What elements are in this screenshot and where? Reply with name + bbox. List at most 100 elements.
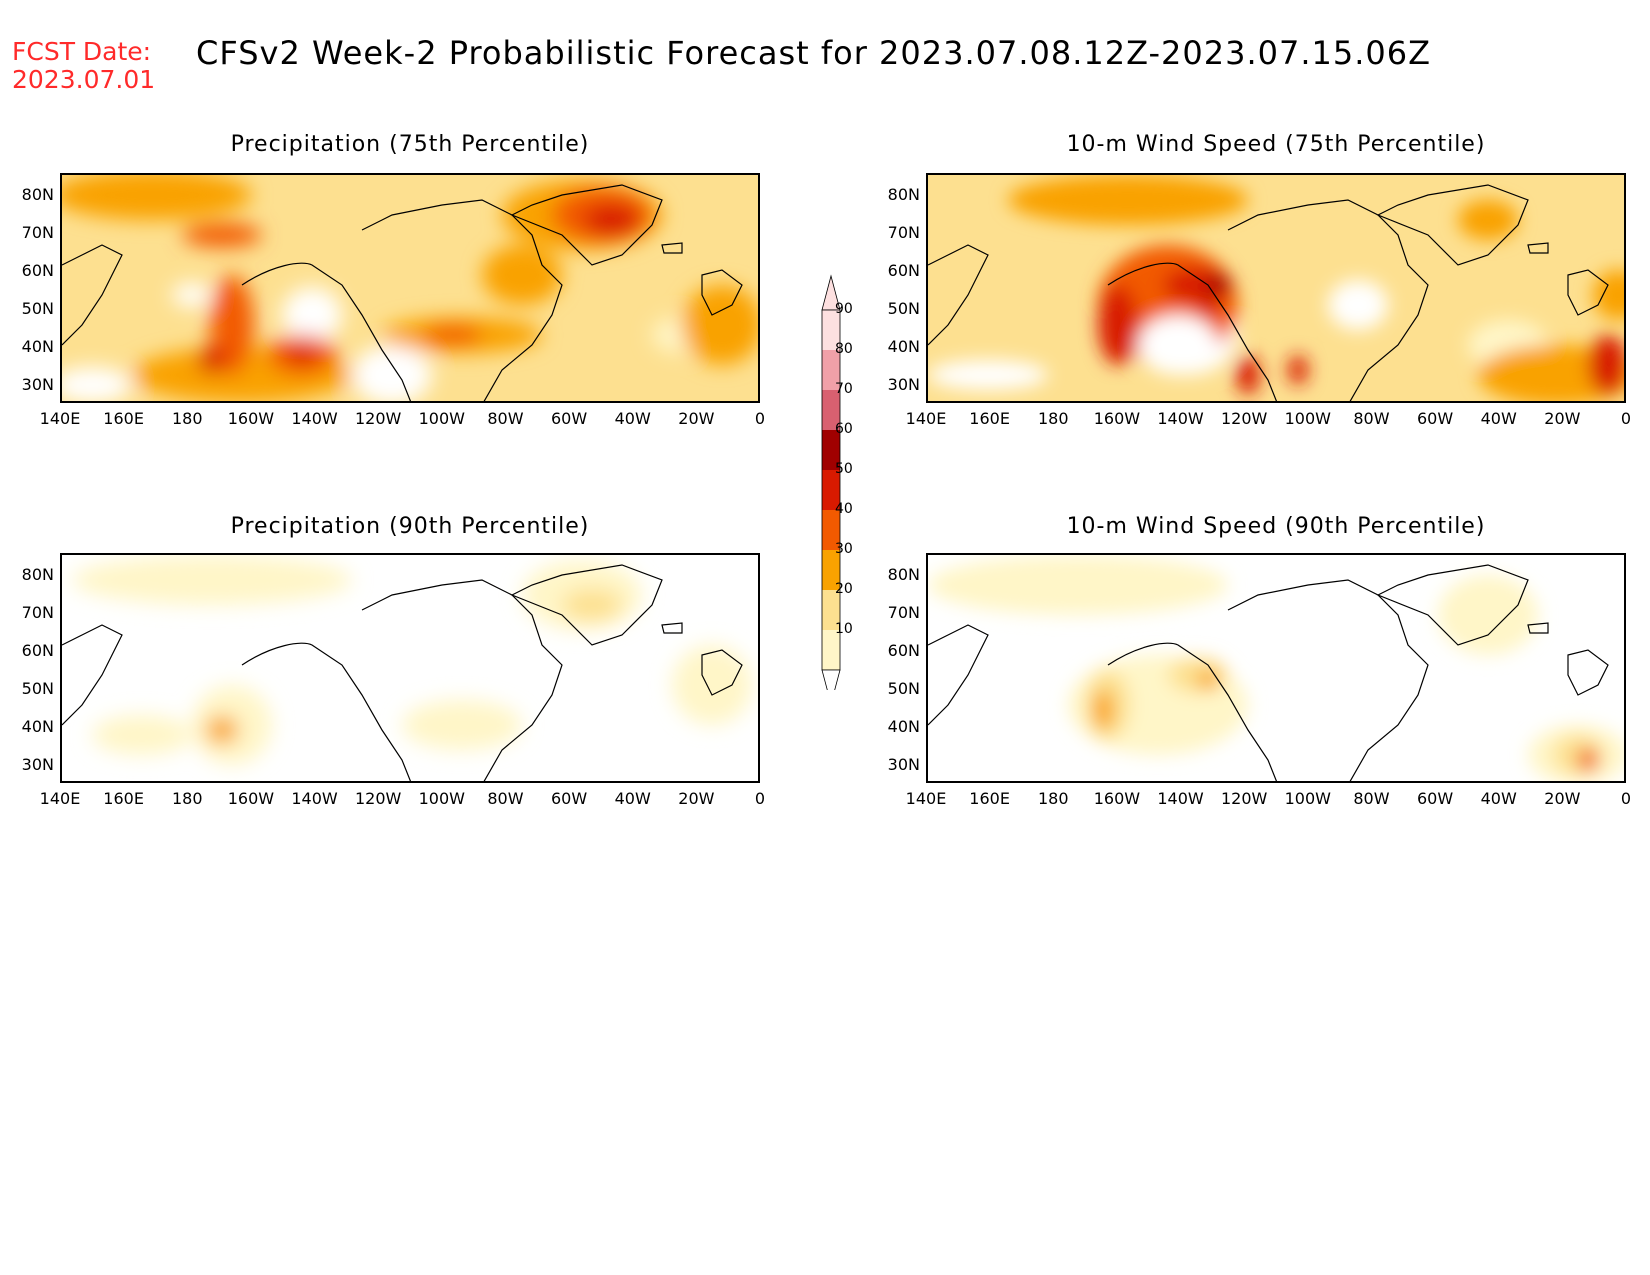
colorbar-label: 80 bbox=[835, 341, 853, 357]
colorbar-swatch bbox=[822, 630, 840, 670]
colorbar-swatch bbox=[822, 430, 840, 470]
colorbar bbox=[821, 274, 841, 690]
lon-label: 160W bbox=[227, 409, 275, 428]
lon-label: 80W bbox=[1353, 409, 1390, 428]
colorbar-swatch bbox=[822, 590, 840, 630]
colorbar-label: 60 bbox=[835, 421, 853, 437]
lon-label: 60W bbox=[550, 789, 588, 808]
lon-label: 140W bbox=[291, 789, 338, 808]
lon-label: 80W bbox=[1353, 789, 1390, 808]
colorbar-bottom-cap bbox=[821, 669, 841, 690]
lon-label: 100W bbox=[418, 409, 465, 428]
lat-label: 50N bbox=[21, 299, 54, 318]
lat-label: 60N bbox=[21, 641, 54, 660]
lon-label: 20W bbox=[1544, 409, 1581, 428]
lon-label: 20W bbox=[678, 789, 715, 808]
lat-label: 50N bbox=[887, 299, 920, 318]
colorbar-swatch bbox=[822, 310, 840, 350]
lon-label: 140E bbox=[905, 409, 947, 428]
lat-label: 70N bbox=[21, 603, 54, 622]
lon-label: 160E bbox=[103, 789, 144, 808]
forecast-date-label: FCST Date: bbox=[12, 37, 152, 66]
lat-label: 40N bbox=[887, 717, 920, 736]
lon-label: 140E bbox=[905, 789, 947, 808]
lat-label: 40N bbox=[21, 337, 54, 356]
panel-title-wind-90: 10-m Wind Speed (90th Percentile) bbox=[1066, 514, 1486, 539]
lon-label: 80W bbox=[487, 409, 524, 428]
panel-title-precip-90: Precipitation (90th Percentile) bbox=[230, 514, 590, 539]
lat-label: 80N bbox=[21, 185, 54, 204]
lon-label: 160E bbox=[969, 409, 1010, 428]
lat-label: 30N bbox=[21, 755, 54, 774]
lat-label: 60N bbox=[887, 261, 920, 280]
lat-label: 30N bbox=[887, 375, 920, 394]
lat-label: 30N bbox=[21, 375, 54, 394]
lon-label: 0 bbox=[754, 789, 766, 808]
colorbar-label: 20 bbox=[835, 581, 853, 597]
map-precip-75 bbox=[60, 173, 760, 403]
lon-label: 140E bbox=[39, 409, 81, 428]
lon-label: 120W bbox=[354, 789, 402, 808]
lon-label: 60W bbox=[1416, 409, 1454, 428]
lon-label: 120W bbox=[1220, 789, 1268, 808]
lat-label: 30N bbox=[887, 755, 920, 774]
colorbar-swatch bbox=[822, 510, 840, 550]
lon-label: 140W bbox=[1157, 409, 1204, 428]
lon-label: 60W bbox=[550, 409, 588, 428]
lon-label: 140W bbox=[291, 409, 338, 428]
lat-label: 40N bbox=[887, 337, 920, 356]
lat-label: 60N bbox=[21, 261, 54, 280]
panel-title-precip-75: Precipitation (75th Percentile) bbox=[230, 132, 590, 157]
lon-label: 120W bbox=[354, 409, 402, 428]
lon-label: 80W bbox=[487, 789, 524, 808]
colorbar-label: 90 bbox=[835, 301, 853, 317]
lon-label: 180 bbox=[171, 789, 203, 808]
lon-label: 100W bbox=[418, 789, 465, 808]
lat-label: 80N bbox=[887, 565, 920, 584]
lat-label: 80N bbox=[887, 185, 920, 204]
colorbar-swatch bbox=[822, 390, 840, 430]
map-wind-90 bbox=[926, 553, 1626, 783]
lon-label: 160W bbox=[1093, 409, 1141, 428]
lon-label: 0 bbox=[1620, 409, 1632, 428]
colorbar-swatch bbox=[822, 350, 840, 390]
lon-label: 160W bbox=[1093, 789, 1141, 808]
lon-label: 160W bbox=[227, 789, 275, 808]
colorbar-label: 40 bbox=[835, 501, 853, 517]
lon-label: 0 bbox=[754, 409, 766, 428]
colorbar-swatch bbox=[822, 550, 840, 590]
lon-label: 40W bbox=[1480, 409, 1517, 428]
lat-label: 50N bbox=[887, 679, 920, 698]
lon-label: 140W bbox=[1157, 789, 1204, 808]
forecast-date-value: 2023.07.01 bbox=[12, 65, 156, 94]
colorbar-label: 70 bbox=[835, 381, 853, 397]
lat-label: 70N bbox=[887, 603, 920, 622]
colorbar-label: 30 bbox=[835, 541, 853, 557]
lon-label: 40W bbox=[1480, 789, 1517, 808]
lon-label: 40W bbox=[614, 789, 651, 808]
map-wind-75 bbox=[926, 173, 1626, 403]
lon-label: 180 bbox=[1037, 409, 1069, 428]
lon-label: 20W bbox=[1544, 789, 1581, 808]
lon-label: 40W bbox=[614, 409, 651, 428]
lat-label: 40N bbox=[21, 717, 54, 736]
lon-label: 120W bbox=[1220, 409, 1268, 428]
lat-label: 80N bbox=[21, 565, 54, 584]
map-precip-90 bbox=[60, 553, 760, 783]
page-title: CFSv2 Week-2 Probabilistic Forecast for … bbox=[196, 34, 1432, 72]
lon-label: 60W bbox=[1416, 789, 1454, 808]
lon-label: 0 bbox=[1620, 789, 1632, 808]
lon-label: 180 bbox=[1037, 789, 1069, 808]
colorbar-label: 10 bbox=[835, 621, 853, 637]
lon-label: 140E bbox=[39, 789, 81, 808]
lon-label: 160E bbox=[103, 409, 144, 428]
lat-label: 60N bbox=[887, 641, 920, 660]
lon-label: 180 bbox=[171, 409, 203, 428]
lon-label: 100W bbox=[1284, 789, 1331, 808]
panel-title-wind-75: 10-m Wind Speed (75th Percentile) bbox=[1066, 132, 1486, 157]
lon-label: 160E bbox=[969, 789, 1010, 808]
colorbar-swatch bbox=[822, 470, 840, 510]
lat-label: 70N bbox=[21, 223, 54, 242]
lon-label: 20W bbox=[678, 409, 715, 428]
colorbar-label: 50 bbox=[835, 461, 853, 477]
